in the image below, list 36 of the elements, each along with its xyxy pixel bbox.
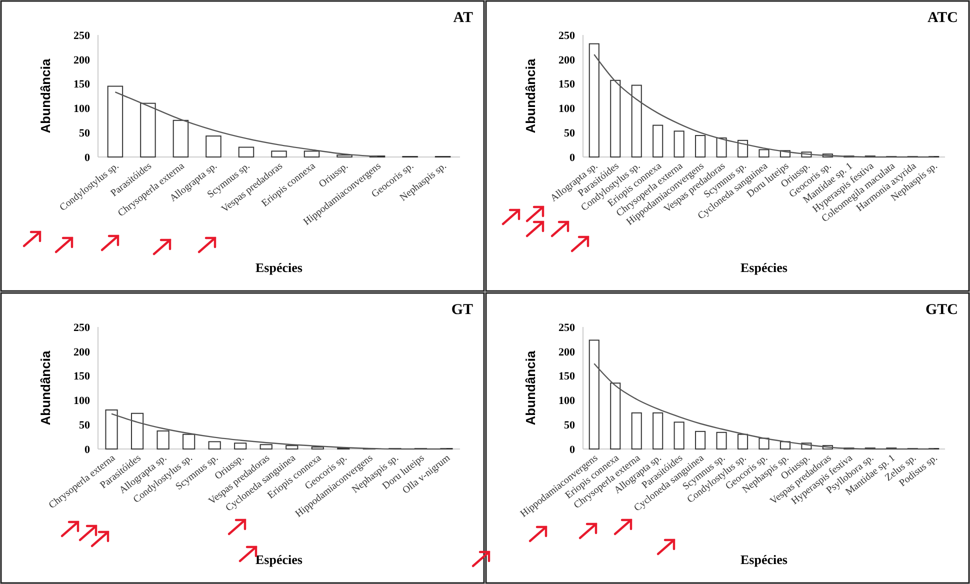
y-axis-title: Abundância	[523, 350, 538, 426]
y-tick-label: 250	[558, 322, 576, 334]
y-axis-title: Abundância	[523, 58, 538, 134]
y-tick-label: 100	[74, 395, 90, 408]
y-tick-label: 200	[558, 346, 576, 358]
y-tick-label: 100	[558, 395, 576, 408]
y-axis-title: Abundância	[38, 58, 53, 134]
y-tick-label: 50	[79, 127, 90, 140]
y-tick-label: 100	[558, 103, 576, 116]
y-tick-label: 150	[558, 78, 576, 91]
chart-title: GT	[451, 302, 473, 318]
y-tick-label: 50	[564, 127, 576, 140]
y-tick-label: 50	[564, 419, 576, 432]
y-tick-label: 200	[558, 54, 576, 66]
y-tick-label: 150	[74, 370, 90, 383]
y-tick-label: 200	[74, 346, 90, 358]
y-tick-label: 200	[74, 54, 90, 66]
y-tick-label: 150	[558, 370, 576, 383]
chart-title: ATC	[927, 10, 958, 26]
x-axis-title: Espécies	[740, 552, 788, 567]
y-tick-label: 250	[74, 30, 90, 42]
y-axis-title: Abundância	[38, 350, 53, 426]
y-tick-label: 0	[570, 152, 576, 164]
y-tick-label: 0	[84, 152, 90, 164]
x-axis-title: Espécies	[740, 260, 788, 275]
y-tick-label: 100	[74, 103, 90, 116]
y-tick-label: 250	[558, 30, 576, 42]
x-axis-title: Espécies	[256, 260, 302, 275]
y-tick-label: 250	[74, 322, 90, 334]
y-tick-label: 150	[74, 78, 90, 91]
chart-title: AT	[453, 10, 473, 26]
y-tick-label: 50	[79, 419, 90, 432]
y-tick-label: 0	[84, 444, 90, 456]
y-tick-label: 0	[570, 444, 576, 456]
x-axis-title: Espécies	[256, 552, 302, 567]
chart-title: GTC	[925, 302, 958, 318]
